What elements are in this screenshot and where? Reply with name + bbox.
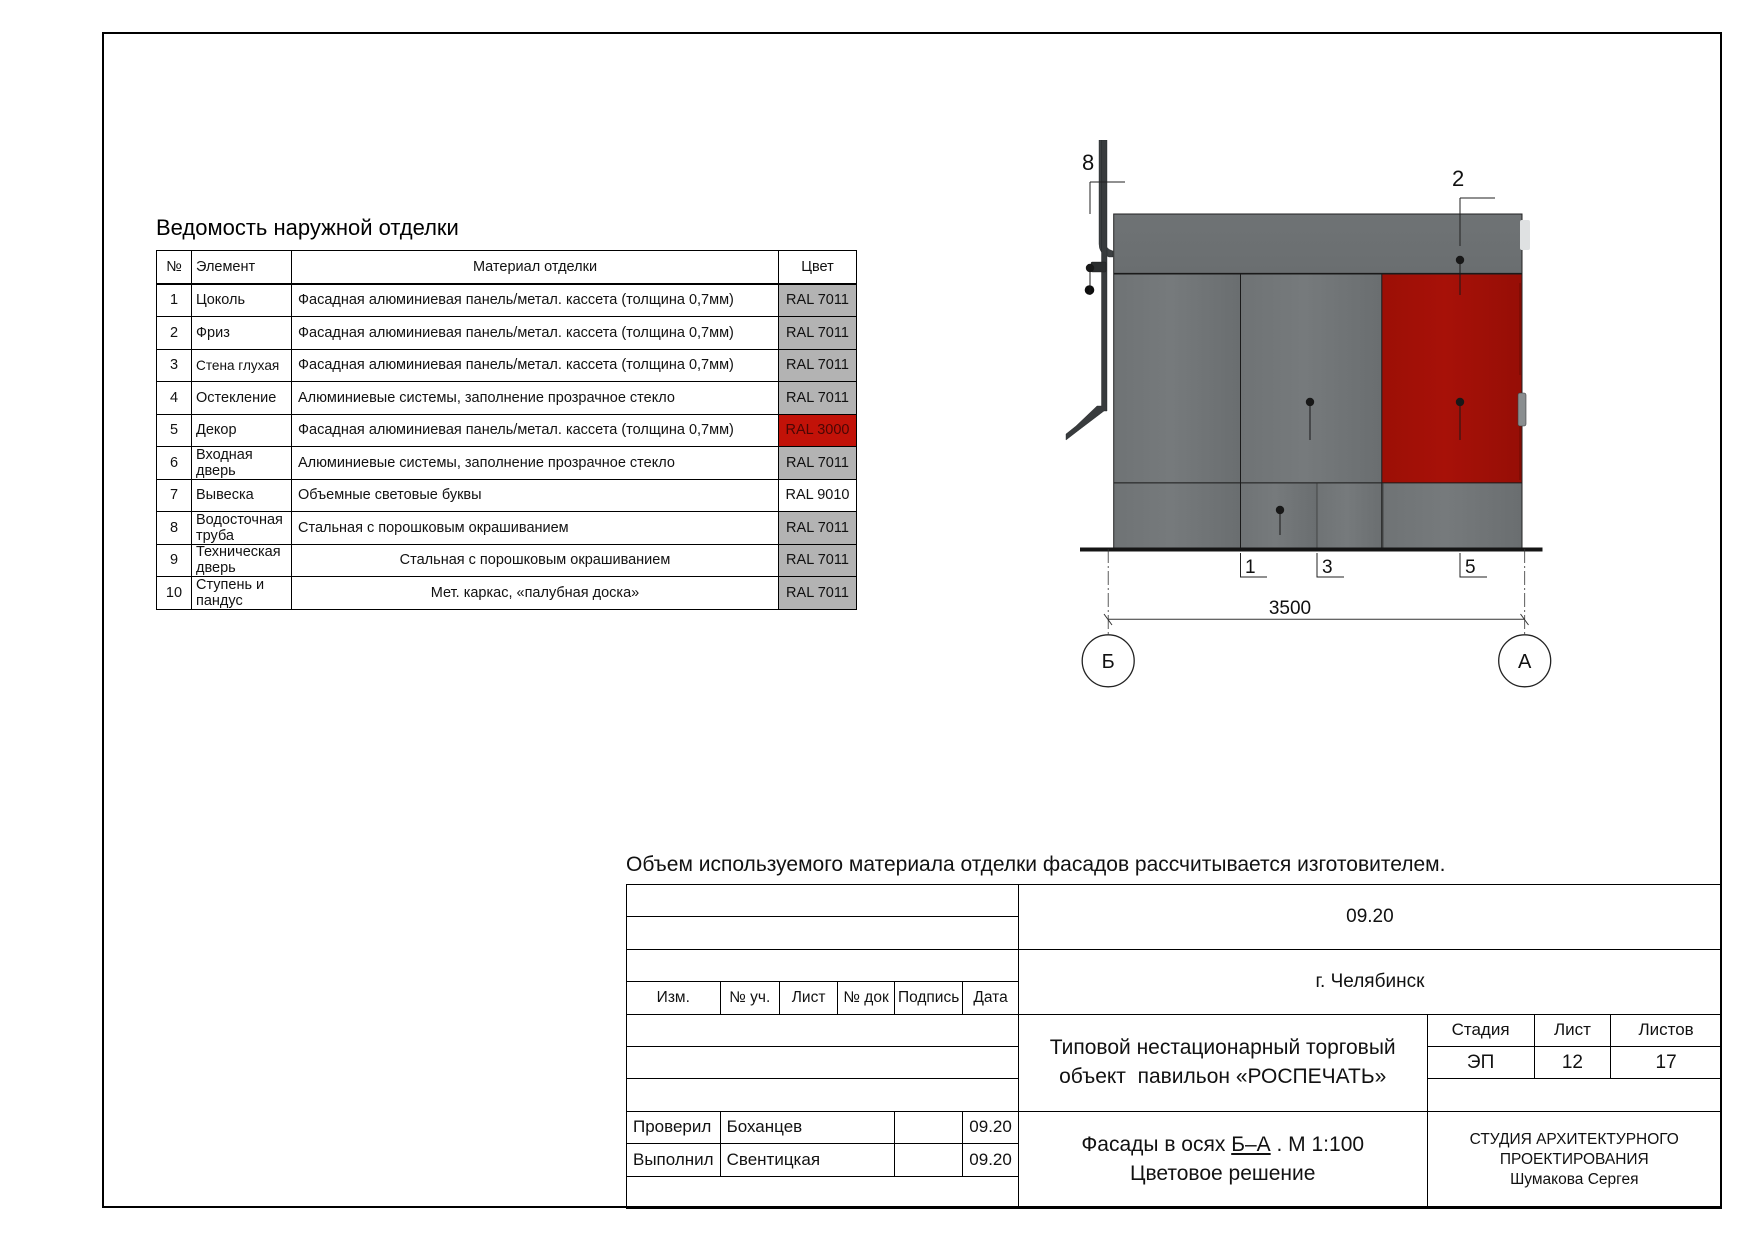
svg-text:3: 3 [1322, 557, 1333, 578]
svg-text:Б: Б [1102, 651, 1115, 673]
svg-text:2: 2 [1452, 166, 1464, 191]
svg-text:1: 1 [1245, 557, 1256, 578]
svg-text:8: 8 [1082, 150, 1094, 175]
svg-text:5: 5 [1465, 557, 1476, 578]
svg-text:А: А [1518, 651, 1532, 673]
svg-text:3500: 3500 [1269, 598, 1311, 619]
